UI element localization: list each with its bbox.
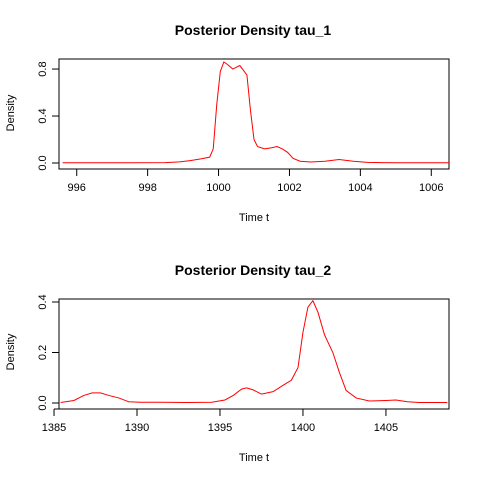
chart-title: Posterior Density tau_1 xyxy=(175,22,332,38)
y-tick-label: 0.0 xyxy=(37,155,49,170)
series-area xyxy=(62,61,449,164)
y-axis-label: Density xyxy=(5,94,17,131)
x-tick-label: 1390 xyxy=(125,422,149,434)
y-tick-label: 0.0 xyxy=(37,395,49,410)
y-axis: 0.0 0.2 0.4 xyxy=(37,294,60,411)
x-tick-label: 1006 xyxy=(419,182,443,194)
y-tick-label: 0.2 xyxy=(37,345,49,360)
x-tick-label: 1405 xyxy=(374,422,398,434)
density-panel-tau-2: Posterior Density tau_2 1385 1390 1395 1400… xyxy=(5,262,450,464)
y-axis: 0.0 0.4 0.8 xyxy=(37,61,60,171)
density-line xyxy=(62,61,449,164)
x-tick-label: 1000 xyxy=(206,182,230,194)
x-tick-label: 998 xyxy=(138,182,156,194)
y-tick-label: 0.4 xyxy=(37,294,49,309)
x-tick-label: 1002 xyxy=(277,182,301,194)
density-line xyxy=(60,299,448,404)
x-axis-label: Time t xyxy=(239,212,269,224)
x-tick-label: 1400 xyxy=(291,422,315,434)
x-axis: 996 998 1000 1002 1004 1006 xyxy=(68,168,444,194)
chart-title: Posterior Density tau_2 xyxy=(175,262,332,278)
x-tick-label: 996 xyxy=(68,182,86,194)
x-tick-label: 1004 xyxy=(348,182,372,194)
series-area xyxy=(60,299,448,404)
x-axis-label: Time t xyxy=(239,452,269,464)
y-axis-label: Density xyxy=(5,333,17,370)
y-tick-label: 0.4 xyxy=(37,108,49,123)
x-tick-label: 1385 xyxy=(42,422,66,434)
y-tick-label: 0.8 xyxy=(37,61,49,76)
density-panel-tau-1: Posterior Density tau_1 996 998 1000 1002 10… xyxy=(5,22,450,224)
x-axis: 1385 1390 1395 1400 1405 xyxy=(42,408,398,434)
x-tick-label: 1395 xyxy=(208,422,232,434)
